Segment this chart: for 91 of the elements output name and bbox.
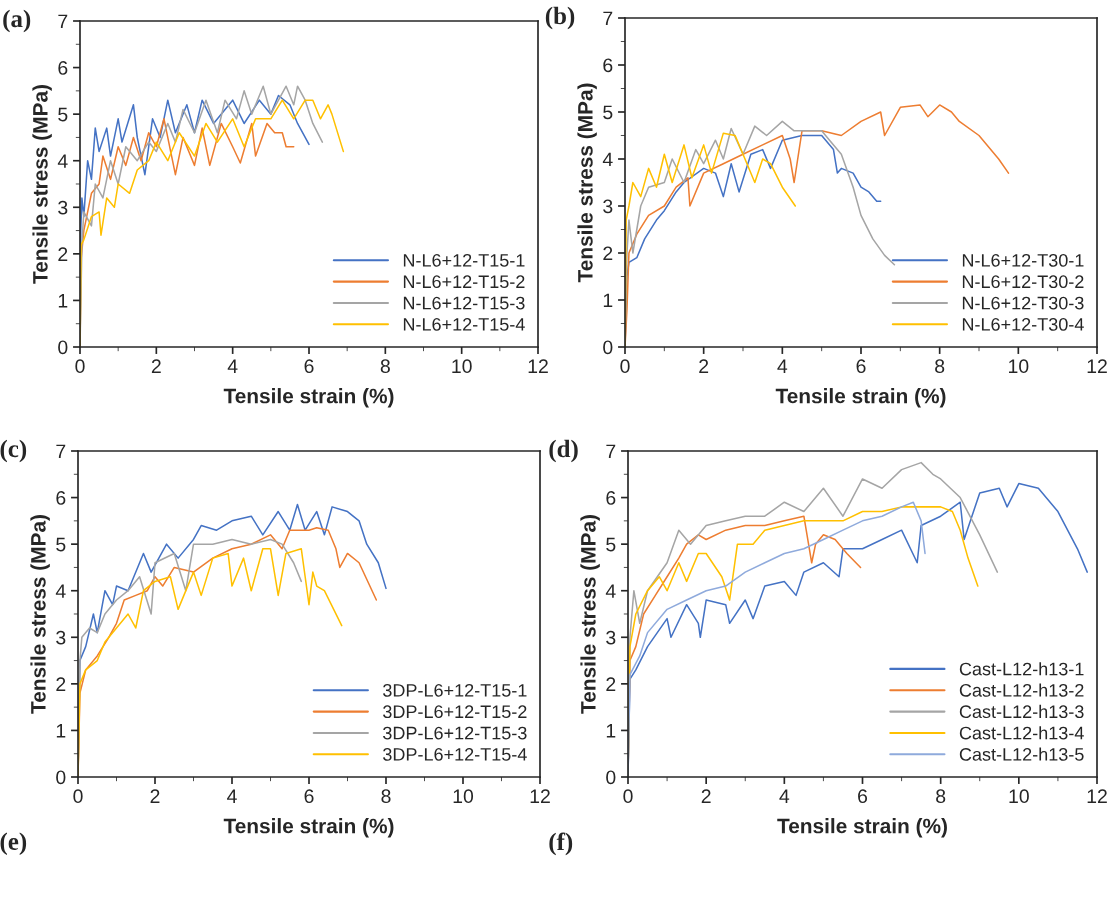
y-axis-title: Tensile stress (MPa) [577, 83, 597, 283]
y-tick-label: 7 [58, 14, 68, 29]
x-axis-title: Tensile strain (%) [777, 818, 947, 838]
legend-label: N-L6+12-T30-1 [962, 253, 1084, 267]
y-tick-label: 5 [58, 107, 68, 122]
y-tick-label: 3 [58, 200, 68, 215]
x-tick-label: 0 [620, 359, 630, 374]
y-tick-label: 4 [602, 152, 613, 167]
y-tick-label: 0 [56, 770, 66, 785]
x-tick-label: 6 [858, 789, 868, 804]
y-tick-label: 5 [603, 105, 613, 120]
x-tick-label: 2 [699, 359, 709, 373]
x-tick-label: 4 [779, 789, 790, 803]
legend-label: N-L6+12-T30-2 [962, 275, 1084, 289]
legend-label: N-L6+12-T15-2 [403, 275, 525, 289]
x-tick-label: 4 [227, 789, 237, 803]
legend-label: N-L6+12-T15-1 [403, 253, 525, 267]
x-tick-label: 0 [73, 789, 83, 804]
y-tick-label: 7 [56, 444, 66, 459]
x-tick-label: 10 [1009, 359, 1029, 374]
y-tick-label: 6 [603, 58, 613, 73]
legend-label: 3DP-L6+12-T15-3 [383, 726, 527, 740]
x-tick-label: 4 [777, 359, 788, 373]
chart-title: (b) [545, 6, 575, 30]
x-axis-title: Tensile strain (%) [223, 818, 394, 838]
text: (f) [549, 832, 573, 856]
x-tick-label: 2 [150, 789, 160, 803]
y-tick-label: 4 [55, 584, 66, 598]
y-tick-label: 3 [603, 199, 613, 214]
y-tick-label: 7 [603, 11, 613, 26]
x-tick-label: 6 [304, 359, 314, 374]
x-tick-label: 8 [380, 359, 390, 374]
chart-title: (d) [549, 439, 578, 463]
x-tick-label: 12 [528, 359, 548, 373]
legend-label: Cast-L12-h13-3 [959, 704, 1084, 719]
x-tick-label: 4 [227, 359, 238, 373]
x-tick-label: 8 [381, 789, 391, 804]
y-tick-label: 3 [56, 630, 66, 645]
x-tick-label: 12 [1087, 789, 1107, 803]
legend-label: 3DP-L6+12-T15-1 [383, 683, 527, 697]
legend-label: N-L6+12-T15-4 [403, 318, 525, 331]
x-axis-title: Tensile strain (%) [775, 388, 946, 408]
legend-label: 3DP-L6+12-T15-2 [383, 705, 527, 719]
x-tick-label: 0 [75, 359, 85, 374]
x-tick-label: 2 [151, 359, 161, 373]
y-axis-title: Tensile stress (MPa) [30, 515, 50, 714]
y-tick-label: 4 [57, 154, 68, 168]
x-tick-label: 8 [936, 789, 946, 804]
x-tick-label: 10 [452, 359, 472, 374]
y-tick-label: 1 [56, 724, 66, 738]
y-axis-title: Tensile stress (MPa) [580, 515, 600, 714]
y-tick-label: 5 [56, 537, 66, 552]
chart-title: (c) [0, 439, 27, 463]
y-tick-label: 2 [56, 677, 66, 691]
y-tick-label: 1 [58, 294, 68, 308]
x-tick-label: 12 [1087, 359, 1107, 373]
y-tick-label: 1 [606, 724, 616, 738]
legend-label: N-L6+12-T15-3 [403, 296, 525, 310]
y-tick-label: 0 [603, 340, 613, 355]
legend-label: Cast-L12-h13-4 [959, 726, 1084, 740]
legend-label: N-L6+12-T30-4 [962, 318, 1084, 331]
text: (e) [0, 832, 27, 856]
y-tick-label: 6 [606, 491, 616, 505]
x-tick-label: 6 [856, 359, 866, 374]
y-tick-label: 6 [56, 491, 66, 505]
x-tick-label: 10 [453, 789, 474, 804]
y-tick-label: 2 [606, 677, 616, 691]
y-axis-title: Tensile stress (MPa) [32, 85, 52, 284]
y-tick-label: 3 [606, 630, 616, 645]
y-tick-label: 2 [58, 247, 68, 261]
x-tick-label: 0 [623, 789, 633, 804]
x-tick-label: 8 [935, 359, 945, 374]
y-tick-label: 6 [58, 61, 68, 75]
y-tick-label: 4 [605, 584, 616, 598]
y-tick-label: 1 [603, 293, 613, 308]
y-tick-label: 2 [603, 246, 613, 261]
legend-label: Cast-L12-h13-2 [959, 683, 1084, 697]
x-tick-label: 10 [1009, 789, 1029, 804]
legend-label: Cast-L12-h13-5 [959, 747, 1084, 761]
legend-label: N-L6+12-T30-3 [962, 296, 1084, 310]
y-tick-label: 7 [606, 444, 616, 459]
x-tick-label: 6 [304, 789, 314, 804]
y-tick-label: 0 [58, 340, 68, 355]
legend-label: 3DP-L6+12-T15-4 [383, 748, 527, 761]
legend-label: Cast-L12-h13-1 [959, 662, 1084, 676]
x-axis-title: Tensile strain (%) [223, 388, 394, 408]
chart-title: (a) [3, 9, 31, 33]
x-tick-label: 12 [530, 789, 550, 803]
y-tick-label: 0 [606, 770, 616, 785]
y-tick-label: 5 [606, 537, 616, 552]
x-tick-label: 2 [701, 789, 711, 803]
